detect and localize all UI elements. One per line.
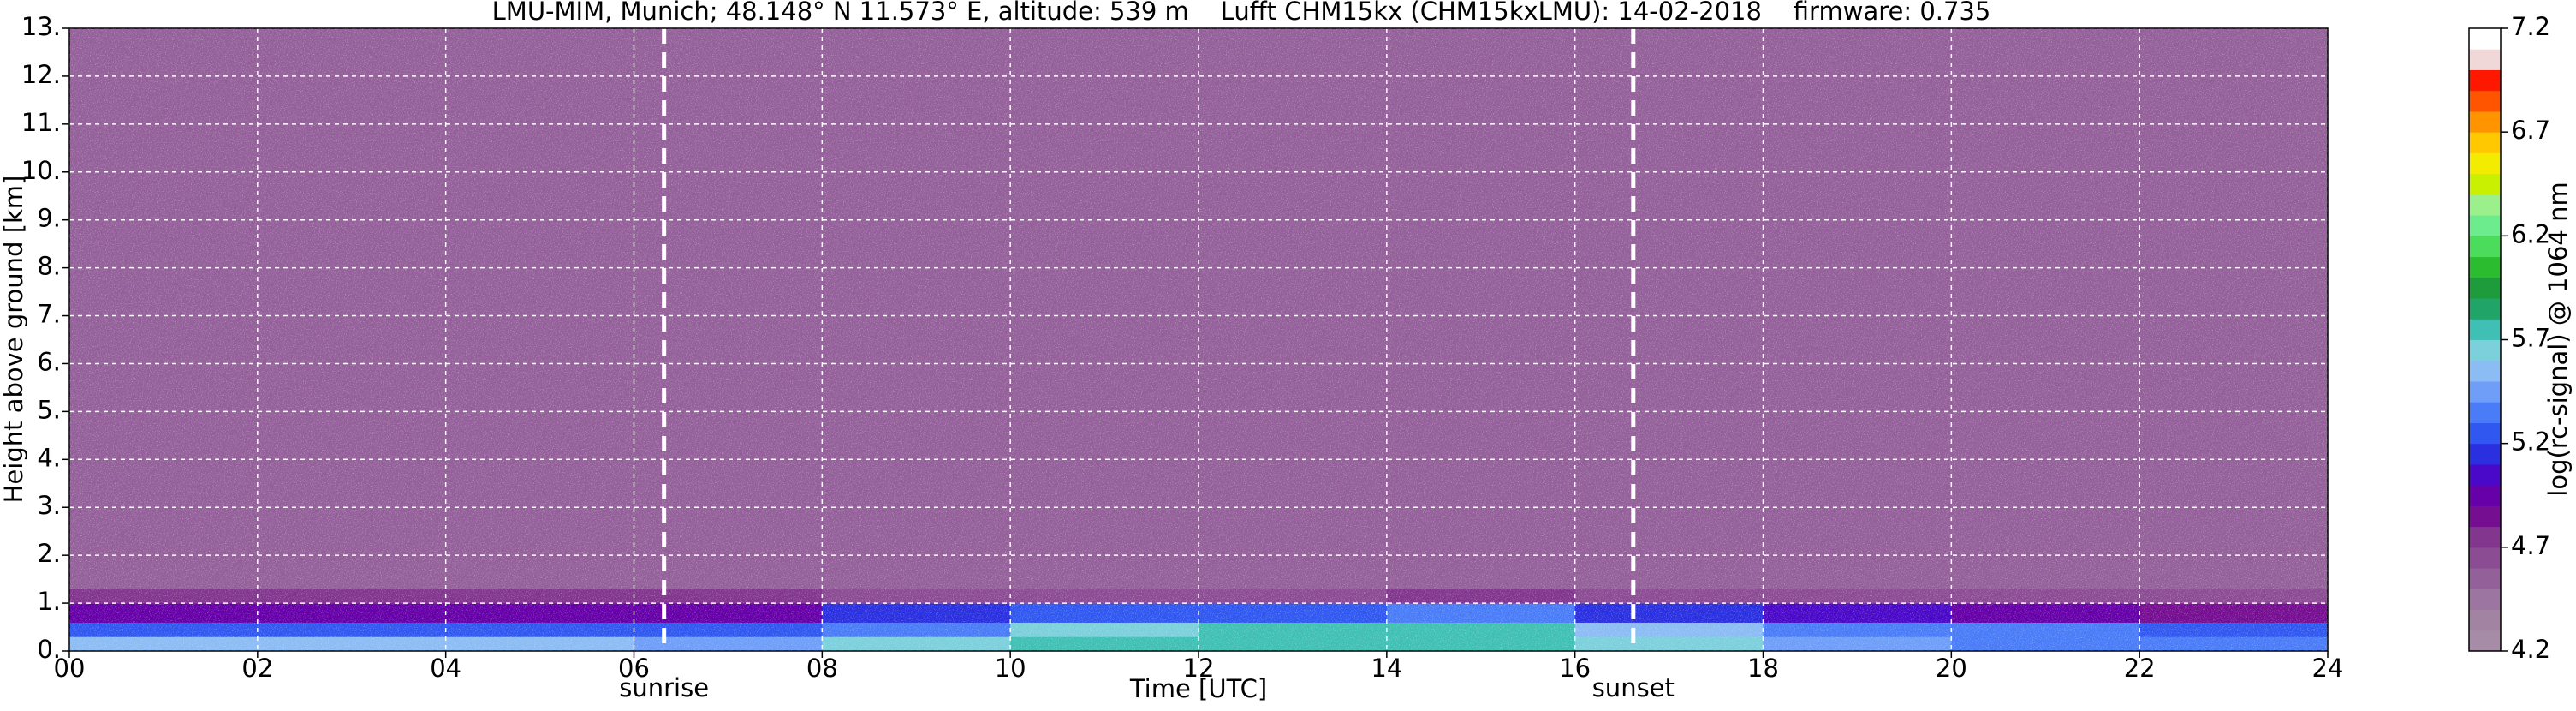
y-tick-label: 4. [37,443,61,472]
colorbar-tick-label: 5.7 [2511,324,2550,353]
colorbar-segment [2469,319,2501,340]
x-tick-label: 02 [241,654,273,683]
x-tick-label: 04 [430,654,461,683]
colorbar-segment [2469,28,2501,50]
x-tick-label: 12 [1183,654,1215,683]
colorbar-segment [2469,422,2501,445]
x-tick-label: 22 [2124,654,2156,683]
colorbar-segment [2469,526,2501,548]
colorbar-segment [2469,360,2501,382]
x-axis-label: Time [UTC] [1129,674,1267,703]
colorbar-tick-label: 4.7 [2511,531,2550,560]
chart-title: LMU-MIM, Munich; 48.148° N 11.573° E, al… [492,0,1991,26]
colorbar-segment [2469,589,2501,611]
x-tick-label: 18 [1747,654,1779,683]
colorbar-tick-label: 5.2 [2511,427,2550,457]
colorbar-segment [2469,277,2501,299]
colorbar-segment [2469,69,2501,92]
y-tick-label: 1. [37,587,61,616]
y-tick-label: 7. [37,300,61,329]
y-tick-label: 13. [21,12,61,41]
x-tick-label: 14 [1371,654,1402,683]
colorbar-segment [2469,485,2501,506]
colorbar-label: log(rc-signal) @ 1064 nm [2543,182,2573,496]
colorbar-segment [2469,236,2501,258]
y-tick-label: 10. [21,156,61,185]
colorbar-segment [2469,49,2501,70]
colorbar-tick-label: 6.7 [2511,116,2550,145]
colorbar-segment [2469,215,2501,236]
colorbar-segment [2469,568,2501,589]
colorbar-tick-label: 7.2 [2511,12,2550,41]
colorbar-segment [2469,152,2501,175]
x-tick-label: 00 [54,654,86,683]
colorbar-segment [2469,194,2501,216]
x-tick-label: 16 [1559,654,1591,683]
y-tick-label: 5. [37,395,61,424]
colorbar-segment [2469,630,2501,652]
colorbar-segment [2469,380,2501,403]
x-tick-label: 10 [995,654,1026,683]
y-axis-label: Height above ground [km] [0,176,28,504]
y-tick-label: 6. [37,347,61,376]
y-tick-label: 9. [37,204,61,233]
colorbar-segment [2469,547,2501,569]
colorbar-segment [2469,443,2501,465]
colorbar-segment [2469,463,2501,486]
colorbar-segment [2469,111,2501,133]
plot-frame [68,27,2329,652]
colorbar-segment [2469,256,2501,278]
colorbar-segment [2469,505,2501,528]
colorbar-tick-label: 4.2 [2511,635,2550,664]
x-tick-label: 08 [806,654,838,683]
colorbar-segment [2469,90,2501,112]
y-tick-label: 3. [37,491,61,520]
colorbar-segment [2469,609,2501,631]
x-tick-label: 20 [1936,654,1967,683]
x-tick-label: 24 [2312,654,2344,683]
y-tick-label: 8. [37,252,61,281]
event-label: sunset [1592,673,1675,702]
colorbar-segment [2469,339,2501,361]
y-tick-label: 2. [37,539,61,568]
x-tick-label: 06 [618,654,650,683]
colorbar-segment [2469,298,2501,320]
y-tick-label: 11. [21,108,61,137]
colorbar-segment [2469,402,2501,423]
event-label: sunrise [619,673,709,702]
y-tick-label: 0. [37,635,61,664]
colorbar-segment [2469,173,2501,195]
colorbar-tick-label: 6.2 [2511,219,2550,248]
y-tick-label: 12. [21,60,61,89]
colorbar-segment [2469,132,2501,153]
